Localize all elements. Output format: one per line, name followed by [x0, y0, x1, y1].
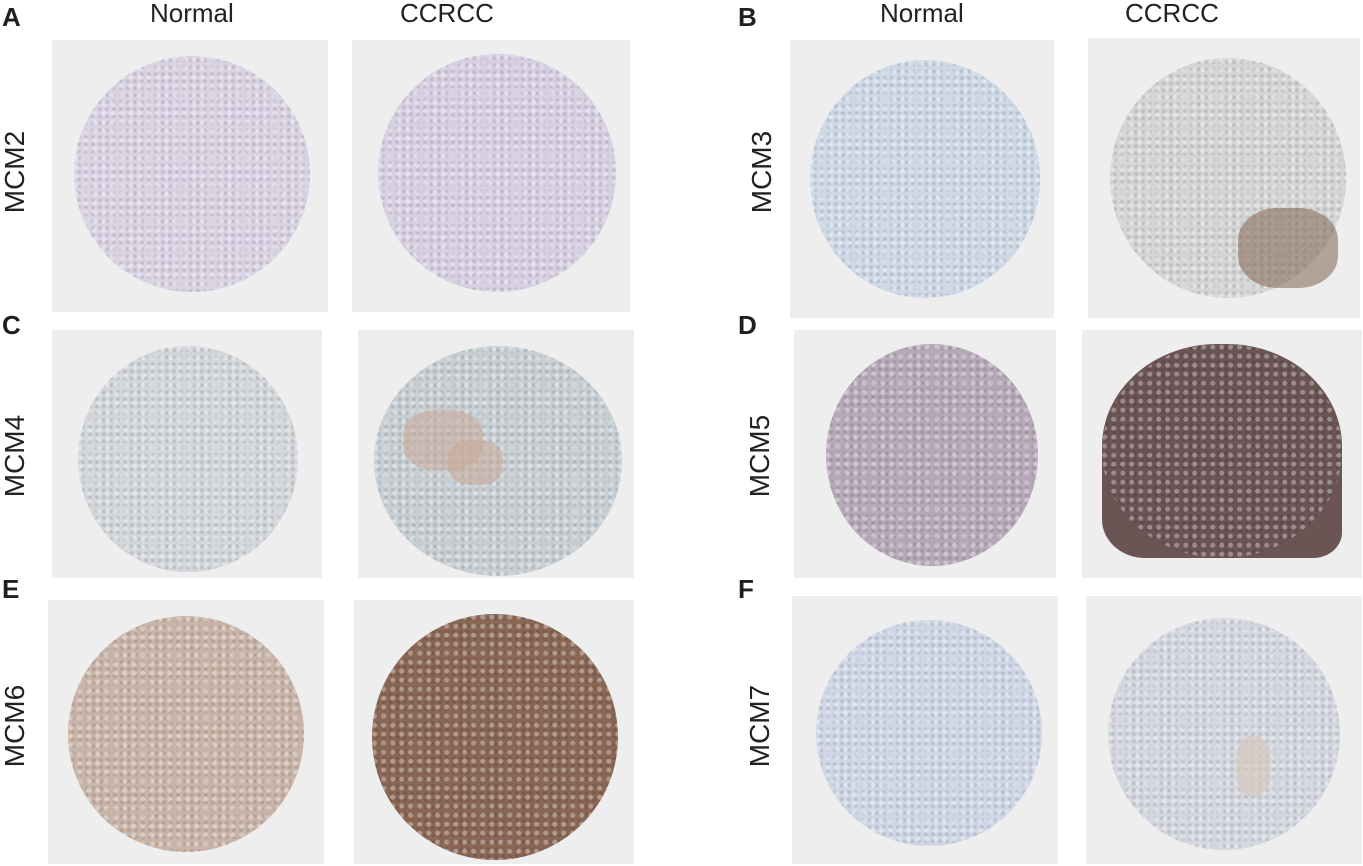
tissue-image-mcm5-normal	[794, 330, 1056, 578]
row-label-mcm7: MCM7	[744, 684, 775, 768]
column-header-ccrcc-left: CCRCC	[400, 0, 494, 28]
column-header-normal-left: Normal	[150, 0, 234, 28]
tissue-image-mcm3-normal	[790, 40, 1054, 318]
tissue-image-mcm7-normal	[792, 596, 1058, 864]
tissue-core	[372, 614, 618, 860]
tissue-core	[78, 346, 298, 572]
tissue-image-mcm3-ccrcc	[1088, 38, 1360, 318]
column-header-ccrcc-right: CCRCC	[1125, 0, 1219, 28]
tissue-image-mcm2-ccrcc	[352, 40, 630, 312]
panel-letter-c: C	[2, 310, 21, 340]
panel-letter-d: D	[738, 310, 757, 340]
tissue-image-mcm7-ccrcc	[1086, 596, 1362, 864]
tissue-image-mcm2-normal	[52, 40, 328, 312]
panel-letter-a: A	[2, 2, 21, 32]
tissue-core	[1108, 618, 1340, 850]
tissue-core	[68, 616, 304, 852]
row-label-mcm4: MCM4	[0, 414, 30, 498]
row-label-mcm5: MCM5	[744, 414, 775, 498]
tissue-image-mcm6-ccrcc	[354, 600, 634, 864]
eosinophilic-region	[448, 440, 503, 485]
brown-stain-region	[1238, 208, 1338, 288]
panel-letter-e: E	[2, 574, 20, 604]
tissue-image-mcm4-normal	[52, 330, 322, 578]
tissue-core	[816, 620, 1042, 846]
tissue-core	[74, 56, 310, 292]
tissue-core	[1110, 58, 1346, 298]
pale-region	[1236, 736, 1270, 796]
row-label-mcm6: MCM6	[0, 684, 30, 768]
tissue-core	[810, 60, 1040, 298]
tissue-core	[826, 344, 1038, 566]
tissue-core	[1102, 344, 1342, 558]
row-label-mcm2: MCM2	[0, 130, 30, 214]
tissue-core	[378, 54, 616, 292]
row-label-mcm3: MCM3	[746, 130, 777, 214]
tissue-image-mcm5-ccrcc	[1082, 330, 1362, 578]
tissue-image-mcm6-normal	[48, 600, 324, 864]
column-header-normal-right: Normal	[880, 0, 964, 28]
panel-letter-f: F	[738, 574, 754, 604]
tissue-image-mcm4-ccrcc	[358, 330, 634, 578]
panel-letter-b: B	[738, 2, 757, 32]
